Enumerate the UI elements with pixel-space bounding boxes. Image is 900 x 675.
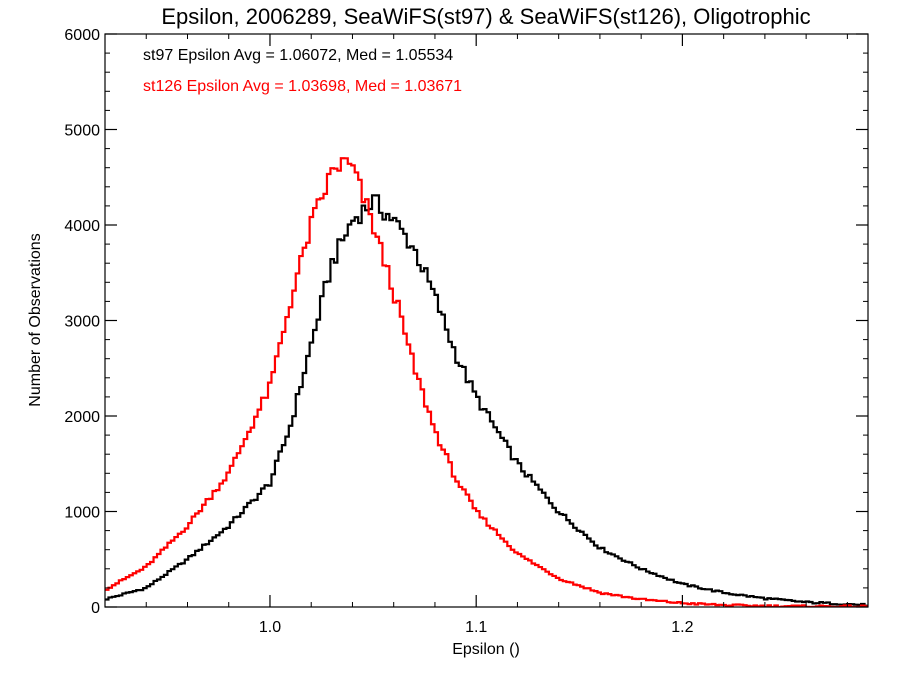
y-tick-label: 6000	[64, 27, 100, 44]
y-tick-label: 1000	[64, 505, 100, 522]
series-line-st97	[105, 194, 868, 607]
y-tick-label: 3000	[64, 314, 100, 331]
y-tick-label: 0	[91, 600, 100, 617]
y-tick-label: 4000	[64, 218, 100, 235]
annotation-st126: st126 Epsilon Avg = 1.03698, Med = 1.036…	[143, 78, 462, 95]
x-axis-label: Epsilon ()	[452, 641, 520, 658]
x-tick-label: 1.1	[465, 619, 487, 636]
x-tick-label: 1.2	[671, 619, 693, 636]
y-axis-label: Number of Observations	[27, 233, 44, 406]
annotation-st97: st97 Epsilon Avg = 1.06072, Med = 1.0553…	[143, 47, 453, 64]
y-tick-label: 5000	[64, 123, 100, 140]
chart-title: Epsilon, 2006289, SeaWiFS(st97) & SeaWiF…	[161, 4, 810, 29]
series-line-st126	[105, 157, 868, 607]
x-tick-label: 1.0	[259, 619, 281, 636]
y-tick-label: 2000	[64, 409, 100, 426]
